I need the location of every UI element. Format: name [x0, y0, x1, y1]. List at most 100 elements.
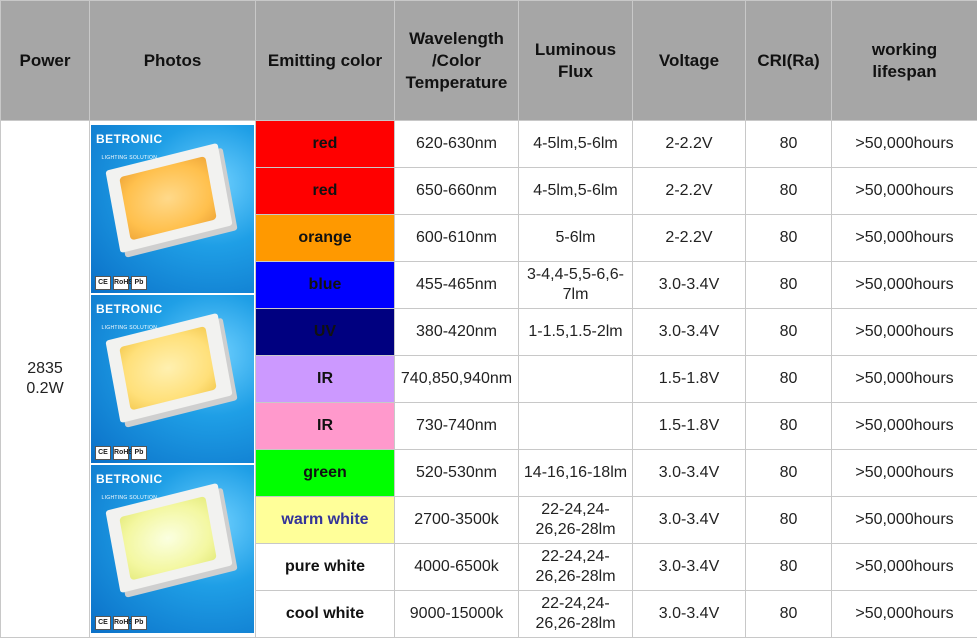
ce-mark-icon: CE [95, 276, 111, 290]
voltage-cell: 1.5-1.8V [632, 355, 746, 403]
luminous-flux-cell: 22-24,24-26,26-28lm [518, 590, 633, 638]
luminous-flux-cell: 22-24,24-26,26-28lm [518, 543, 633, 591]
power-package: 2835 [27, 360, 63, 377]
emitting-color-cell: cool white [255, 590, 395, 638]
emitting-color-cell: warm white [255, 496, 395, 544]
table-row: orange 600-610nm 5-6lm 2-2.2V 80 >50,000hours [1, 214, 977, 262]
wavelength-cell: 730-740nm [394, 402, 519, 450]
wavelength-cell: 455-465nm [394, 261, 519, 309]
lifespan-cell: >50,000hours [831, 355, 977, 403]
wavelength-cell: 600-610nm [394, 214, 519, 262]
lifespan-cell: >50,000hours [831, 308, 977, 356]
luminous-flux-cell: 3-4,4-5,5-6,6-7lm [518, 261, 633, 309]
wavelength-cell: 650-660nm [394, 167, 519, 215]
cri-cell: 80 [745, 355, 832, 403]
luminous-flux-cell: 5-6lm [518, 214, 633, 262]
table-body: 2835 0.2W BETRONIC LIGHTING SOLUTION CE RoHS P… [0, 120, 977, 638]
table-row: UV 380-420nm 1-1.5,1.5-2lm 3.0-3.4V 80 >50,00… [1, 308, 977, 356]
led-product-photo: BETRONIC LIGHTING SOLUTION CE RoHS Pb [91, 125, 254, 293]
wavelength-cell: 380-420nm [394, 308, 519, 356]
power-cell: 2835 0.2W [0, 120, 90, 638]
cert-marks: CE RoHS Pb [95, 446, 147, 460]
cri-cell: 80 [745, 308, 832, 356]
table-row: red 650-660nm 4-5lm,5-6lm 2-2.2V 80 >50,000ho… [1, 167, 977, 215]
photos-cell: BETRONIC LIGHTING SOLUTION CE RoHS Pb BETRONI… [89, 120, 256, 638]
voltage-cell: 3.0-3.4V [632, 543, 746, 591]
table-row: green 520-530nm 14-16,16-18lm 3.0-3.4V 80 >50… [1, 449, 977, 497]
voltage-cell: 3.0-3.4V [632, 496, 746, 544]
header-lifespan: working lifespan [831, 0, 977, 121]
pb-free-mark-icon: Pb [131, 446, 147, 460]
led-product-photo: BETRONIC LIGHTING SOLUTION CE RoHS Pb [91, 465, 254, 633]
wavelength-cell: 4000-6500k [394, 543, 519, 591]
emitting-color-cell: IR [255, 402, 395, 450]
header-power: Power [0, 0, 90, 121]
emitting-color-cell: blue [255, 261, 395, 309]
table-row: cool white 9000-15000k 22-24,24-26,26-28lm… [1, 590, 977, 638]
emitting-color-cell: orange [255, 214, 395, 262]
pb-free-mark-icon: Pb [131, 616, 147, 630]
voltage-cell: 3.0-3.4V [632, 308, 746, 356]
brand-logo: BETRONIC LIGHTING SOLUTION [96, 302, 163, 331]
luminous-flux-cell [518, 402, 633, 450]
emitting-color-cell: pure white [255, 543, 395, 591]
cri-cell: 80 [745, 402, 832, 450]
rohs-mark-icon: RoHS [113, 616, 133, 630]
luminous-flux-cell [518, 355, 633, 403]
brand-logo: BETRONIC LIGHTING SOLUTION [96, 472, 163, 501]
wavelength-cell: 740,850,940nm [394, 355, 519, 403]
ce-mark-icon: CE [95, 616, 111, 630]
cri-cell: 80 [745, 590, 832, 638]
phosphor-lens [119, 155, 217, 241]
voltage-cell: 2-2.2V [632, 214, 746, 262]
lifespan-cell: >50,000hours [831, 402, 977, 450]
cri-cell: 80 [745, 543, 832, 591]
wavelength-cell: 2700-3500k [394, 496, 519, 544]
led-product-photo: BETRONIC LIGHTING SOLUTION CE RoHS Pb [91, 295, 254, 463]
header-luminous-flux: Luminous Flux [518, 0, 633, 121]
table-row: 2835 0.2W BETRONIC LIGHTING SOLUTION CE RoHS P… [0, 120, 977, 638]
cri-cell: 80 [745, 449, 832, 497]
rohs-mark-icon: RoHS [113, 446, 133, 460]
emitting-color-cell: UV [255, 308, 395, 356]
emitting-color-cell: IR [255, 355, 395, 403]
voltage-cell: 3.0-3.4V [632, 590, 746, 638]
lifespan-cell: >50,000hours [831, 261, 977, 309]
table-row: pure white 4000-6500k 22-24,24-26,26-28lm 3… [1, 543, 977, 591]
lifespan-cell: >50,000hours [831, 214, 977, 262]
voltage-cell: 2-2.2V [632, 167, 746, 215]
lifespan-cell: >50,000hours [831, 167, 977, 215]
lifespan-cell: >50,000hours [831, 496, 977, 544]
header-wavelength: Wavelength /Color Temperature [394, 0, 519, 121]
cert-marks: CE RoHS Pb [95, 276, 147, 290]
wavelength-cell: 9000-15000k [394, 590, 519, 638]
cri-cell: 80 [745, 167, 832, 215]
cri-cell: 80 [745, 261, 832, 309]
voltage-cell: 2-2.2V [632, 120, 746, 168]
luminous-flux-cell: 1-1.5,1.5-2lm [518, 308, 633, 356]
header-emitting-color: Emitting color [255, 0, 395, 121]
emitting-color-cell: red [255, 167, 395, 215]
luminous-flux-cell: 22-24,24-26,26-28lm [518, 496, 633, 544]
ce-mark-icon: CE [95, 446, 111, 460]
voltage-cell: 1.5-1.8V [632, 402, 746, 450]
header-voltage: Voltage [632, 0, 746, 121]
cri-cell: 80 [745, 214, 832, 262]
luminous-flux-cell: 4-5lm,5-6lm [518, 167, 633, 215]
phosphor-lens [119, 495, 217, 581]
lifespan-cell: >50,000hours [831, 449, 977, 497]
wavelength-cell: 620-630nm [394, 120, 519, 168]
emitting-color-cell: red [255, 120, 395, 168]
luminous-flux-cell: 4-5lm,5-6lm [518, 120, 633, 168]
voltage-cell: 3.0-3.4V [632, 261, 746, 309]
luminous-flux-cell: 14-16,16-18lm [518, 449, 633, 497]
power-wattage: 0.2W [26, 380, 64, 397]
voltage-cell: 3.0-3.4V [632, 449, 746, 497]
table-row: IR 740,850,940nm 1.5-1.8V 80 >50,000hours [1, 355, 977, 403]
cert-marks: CE RoHS Pb [95, 616, 147, 630]
rohs-mark-icon: RoHS [113, 276, 133, 290]
wavelength-cell: 520-530nm [394, 449, 519, 497]
emitting-color-cell: green [255, 449, 395, 497]
